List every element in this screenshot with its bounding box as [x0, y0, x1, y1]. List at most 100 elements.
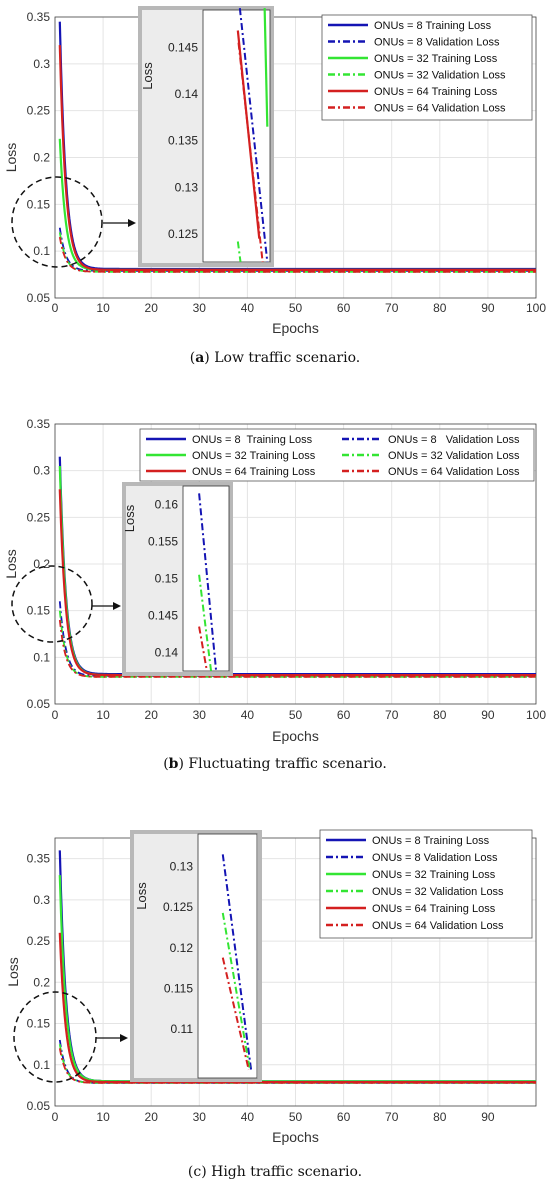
inset-y-axis-label: Loss: [134, 882, 149, 910]
y-tick-label: 0.15: [27, 197, 51, 211]
inset-y-tick-label: 0.125: [163, 900, 193, 914]
caption-b-text: Fluctuating traffic scenario.: [183, 756, 387, 772]
chart-a-svg: 0 10 20 30 40 50 60 70 80 90 100 0.05 0.1 0.15 0.2 0.25…: [3, 6, 546, 336]
y-tick-label: 0.15: [27, 1017, 51, 1031]
y-tick-label: 0.25: [27, 104, 51, 118]
x-tick-label: 80: [433, 1110, 447, 1124]
inset-y-tick-label: 0.15: [155, 572, 179, 586]
inset-y-tick-label: 0.14: [175, 87, 199, 101]
inset-line-onu32-training: [263, 8, 269, 127]
x-tick-label: 90: [481, 708, 495, 722]
inset-y-tick-label: 0.13: [170, 860, 194, 874]
chart-b-svg: 0 10 20 30 40 50 60 70 80 90 100 0.05 0.1 0.15 0.2 0.25…: [3, 417, 546, 744]
y-tick-label: 0.05: [27, 1099, 51, 1113]
x-axis-label: Epochs: [272, 320, 319, 336]
x-tick-label: 40: [241, 708, 255, 722]
x-tick-label: 50: [289, 301, 303, 315]
legend: ONUs = 8 Training Loss ONUs = 8 Validatio…: [321, 14, 533, 121]
legend-label: ONUs = 32 Validation Loss: [374, 70, 506, 82]
zoom-circle: [11, 176, 103, 268]
inset-y-tick-label: 0.14: [155, 646, 179, 660]
zoom-arrow-head: [113, 602, 121, 610]
legend-label: ONUs = 64 Training Loss: [372, 903, 496, 915]
caption-b: (b) Fluctuating traffic scenario.: [163, 756, 387, 772]
x-tick-label: 70: [385, 301, 399, 315]
chart-panel-b: 0 10 20 30 40 50 60 70 80 90 100 0.05 0.1 0.15 0.2 0.25…: [0, 396, 550, 778]
x-tick-label: 10: [96, 301, 110, 315]
inset-y-tick-label: 0.11: [171, 1022, 194, 1036]
y-tick-label: 0.3: [33, 57, 50, 71]
legend-label: ONUs = 8 Training Loss: [192, 434, 313, 446]
legend-label: ONUs = 64 Training Loss: [374, 86, 498, 98]
legend: ONUs = 8 Training Loss ONUs = 8 Validatio…: [319, 829, 533, 939]
zoom-arrow-head: [120, 1034, 128, 1042]
legend-label: ONUs = 8 Validation Loss: [388, 434, 520, 446]
y-tick-label: 0.25: [27, 934, 51, 948]
inset-y-tick-label: 0.135: [168, 134, 198, 148]
y-tick-label: 0.35: [27, 10, 51, 24]
inset-line-onu32-validation: [198, 574, 213, 672]
caption-b-letter: b: [168, 756, 179, 772]
x-tick-label: 60: [337, 1110, 351, 1124]
inset-plot-area: [202, 9, 271, 263]
chart-panel-c: 0 10 20 30 40 50 60 70 80 90 0.05 0.1 0.15 0.2 0.25 0.3…: [0, 808, 550, 1188]
legend-label: ONUs = 8 Training Loss: [374, 20, 492, 32]
x-tick-label: 10: [96, 708, 110, 722]
y-tick-label: 0.3: [33, 893, 50, 907]
y-tick-label: 0.1: [33, 1058, 50, 1072]
x-tick-label: 20: [145, 1110, 159, 1124]
inset-y-tick-label: 0.16: [155, 498, 179, 512]
legend-label: ONUs = 32 Training Loss: [192, 450, 316, 462]
y-axis-label: Loss: [3, 143, 19, 173]
legend: ONUs = 8 Training Loss ONUs = 8 Validatio…: [139, 428, 535, 482]
x-tick-label: 40: [241, 1110, 255, 1124]
zoom-arrow-head: [128, 219, 136, 227]
plot-frame: [54, 423, 537, 705]
x-axis-label: Epochs: [272, 1129, 319, 1145]
caption-c-letter: c: [193, 1164, 202, 1180]
caption-c-text: High traffic scenario.: [206, 1164, 363, 1180]
y-tick-label: 0.3: [33, 464, 50, 478]
x-tick-label: 40: [241, 301, 255, 315]
x-tick-label: 60: [337, 708, 351, 722]
x-tick-label: 30: [193, 1110, 207, 1124]
legend-label: ONUs = 32 Validation Loss: [388, 450, 520, 462]
x-tick-label: 20: [145, 301, 159, 315]
inset-y-tick-label: 0.155: [148, 535, 178, 549]
inset-plot-area: [182, 485, 230, 672]
inset-line-onu8-validation: [238, 8, 269, 263]
legend-label: ONUs = 32 Validation Loss: [372, 886, 504, 898]
y-tick-label: 0.1: [33, 244, 50, 258]
inset-y-tick-label: 0.115: [164, 982, 193, 996]
legend-label: ONUs = 8 Validation Loss: [372, 852, 498, 864]
y-tick-label: 0.15: [27, 604, 51, 618]
x-tick-label: 30: [193, 301, 207, 315]
legend-box: [319, 829, 533, 939]
x-tick-label: 80: [433, 708, 447, 722]
x-axis-label: Epochs: [272, 728, 319, 744]
legend-label: ONUs = 64 Validation Loss: [372, 920, 504, 932]
chart-panel-a: 0 10 20 30 40 50 60 70 80 90 100 0.05 0.1 0.15 0.2 0.25…: [0, 0, 550, 378]
y-axis-label: Loss: [3, 549, 19, 579]
inset-line-onu64-validation: [221, 957, 250, 1071]
caption-a-letter: a: [195, 350, 205, 366]
legend-label: ONUs = 8 Validation Loss: [374, 37, 500, 49]
legend-label: ONUs = 32 Training Loss: [372, 869, 496, 881]
x-tick-label: 10: [96, 1110, 110, 1124]
y-tick-label: 0.2: [33, 557, 50, 571]
caption-a-text: Low traffic scenario.: [209, 350, 361, 366]
y-axis-label: Loss: [5, 957, 21, 987]
inset-y-axis-label: Loss: [122, 504, 137, 532]
series-line-onu64-validation: [58, 236, 536, 273]
x-tick-label: 20: [145, 708, 159, 722]
x-tick-label: 0: [52, 1110, 59, 1124]
y-tick-label: 0.1: [33, 650, 50, 664]
legend-box: [139, 428, 535, 482]
x-tick-label: 70: [385, 708, 399, 722]
inset-line-onu32-validation: [236, 241, 242, 263]
x-tick-label: 90: [481, 301, 495, 315]
legend-label: ONUs = 8 Training Loss: [372, 835, 490, 847]
x-tick-label: 100: [526, 301, 546, 315]
inset-y-tick-label: 0.125: [168, 227, 198, 241]
x-tick-label: 60: [337, 301, 351, 315]
